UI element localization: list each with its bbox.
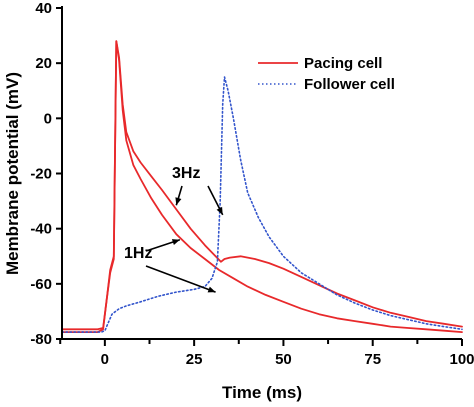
series-line-follower-cell: [61, 76, 463, 333]
annotation-arrow-head: [207, 286, 216, 293]
annotation-arrow-head: [175, 197, 182, 206]
y-tick-label: -40: [30, 221, 52, 238]
legend-label-pacing-cell: Pacing cell: [304, 55, 382, 72]
annotation-arrow-line: [145, 265, 216, 293]
legend: Pacing cell Follower cell: [258, 55, 395, 93]
x-ticks: 0 25 50 75 100: [59, 339, 474, 368]
annotation-arrows: [145, 185, 224, 293]
y-axis-title: Membrane potential (mV): [3, 72, 22, 275]
series-line-pacing-cell-1hz: [61, 40, 463, 333]
x-tick-label: 50: [275, 351, 292, 368]
x-tick-label: 0: [101, 351, 109, 368]
legend-label-follower-cell: Follower cell: [304, 76, 395, 93]
annotation-1hz-label: 1Hz: [124, 245, 152, 262]
x-axis-title: Time (ms): [222, 383, 302, 402]
plot-lines: [61, 40, 463, 333]
x-tick-label: 25: [186, 351, 203, 368]
x-tick-label: 75: [364, 351, 381, 368]
y-tick-label: 40: [35, 0, 52, 17]
axes: [61, 6, 462, 340]
x-tick-label: 100: [449, 351, 474, 368]
y-tick-label: -80: [30, 331, 52, 348]
y-tick-label: 20: [35, 55, 52, 72]
y-tick-label: -60: [30, 276, 52, 293]
annotation-arrow-head: [216, 206, 223, 215]
y-ticks: -80 -60 -40 -20 0 20 40: [30, 0, 62, 348]
annotation-3hz-label: 3Hz: [172, 165, 200, 182]
annotations: 3Hz 1Hz: [124, 165, 224, 293]
y-tick-label: -20: [30, 166, 52, 183]
y-tick-label: 0: [44, 110, 52, 127]
annotation-arrow-head: [171, 239, 180, 245]
